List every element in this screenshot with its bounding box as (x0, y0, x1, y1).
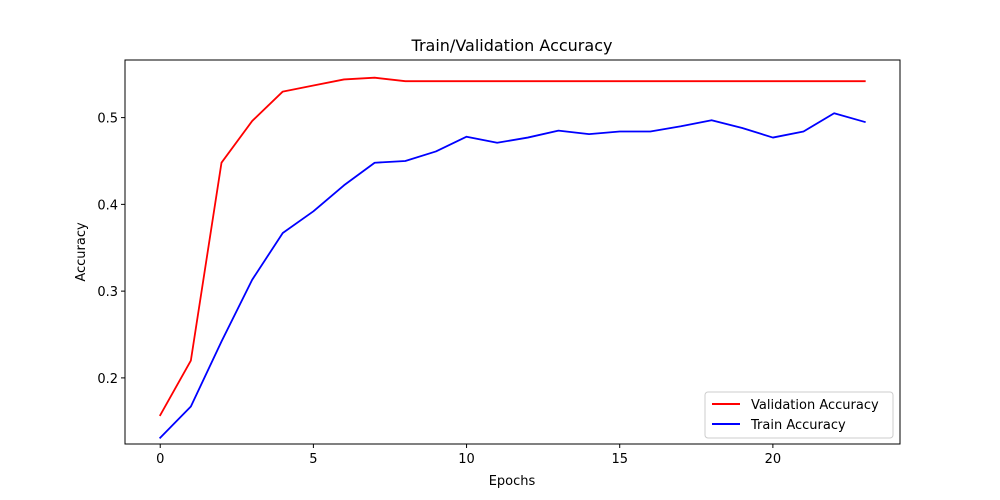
x-tick-label: 5 (309, 452, 317, 467)
plot-area (158, 76, 866, 440)
legend: Validation Accuracy Train Accuracy (704, 391, 894, 439)
legend-label-train: Train Accuracy (750, 418, 846, 433)
y-tick-label: 0.3 (97, 285, 118, 300)
x-tick-label: 10 (458, 452, 475, 467)
x-tick-label: 0 (156, 452, 164, 467)
y-tick-label: 0.5 (97, 112, 118, 127)
y-tick-label: 0.4 (97, 198, 118, 213)
x-tick-label: 20 (765, 452, 782, 467)
series-line-train-accuracy (158, 112, 866, 440)
y-tick-label: 0.2 (97, 372, 118, 387)
axes-frame (124, 59, 901, 445)
y-axis-title: Accuracy (74, 222, 89, 282)
x-tick-label: 15 (611, 452, 628, 467)
x-axis-title: Epochs (489, 474, 536, 489)
chart-title: Train/Validation Accuracy (411, 36, 613, 55)
axis-ticks: 0 5 10 15 20 0.2 0.3 0.4 0.5 (97, 112, 781, 467)
legend-label-validation: Validation Accuracy (751, 398, 879, 413)
legend-box (704, 391, 894, 439)
series-line-validation-accuracy (159, 76, 866, 417)
